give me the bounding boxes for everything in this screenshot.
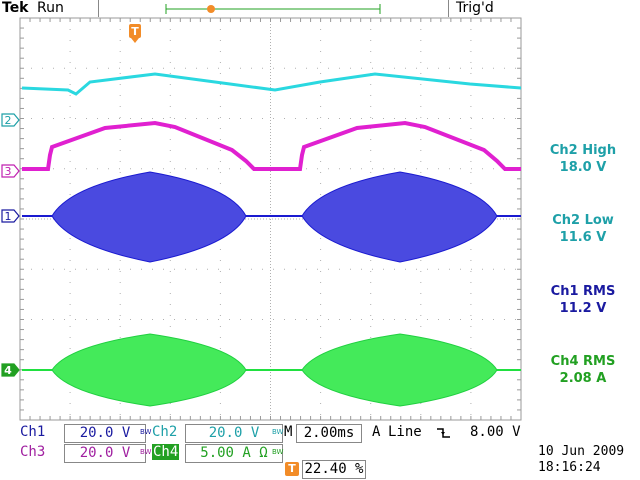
measurement-value: 18.0 V: [559, 160, 607, 175]
svg-text:T: T: [131, 25, 139, 38]
svg-text:4: 4: [4, 364, 12, 377]
status-area: Ch1 20.0 V BW Ch2 20.0 V BW M 2.00ms A L…: [0, 422, 640, 480]
time: 18:16:24: [538, 460, 601, 475]
trigger-source[interactable]: Line: [388, 424, 422, 440]
trigger-position-value[interactable]: 22.40 %: [302, 460, 366, 479]
ch1-label[interactable]: Ch1: [20, 424, 46, 440]
ch4-waveform: [22, 333, 521, 407]
ch2-marker[interactable]: 2: [1, 113, 20, 127]
timebase-label: M: [284, 424, 293, 440]
header-separator: [98, 0, 99, 17]
measurement-label: Ch1 RMS: [550, 284, 616, 299]
ch3-scale[interactable]: 20.0 V: [64, 444, 146, 463]
ch4-marker[interactable]: 4: [1, 363, 20, 377]
trigger-ch-label: A: [372, 424, 381, 440]
ch3-marker[interactable]: 3: [1, 164, 20, 178]
svg-text:1: 1: [5, 210, 12, 223]
ch2-label[interactable]: Ch2: [152, 424, 178, 440]
timebase-value[interactable]: 2.00ms: [296, 424, 362, 443]
ch2-scale[interactable]: 20.0 V: [185, 424, 283, 443]
measurement-value: 2.08 A: [559, 371, 607, 386]
measurement-label: Ch2 Low: [552, 213, 614, 228]
measurement-ch2-high: Ch2 High 18.0 V: [528, 142, 638, 176]
measurement-label: Ch4 RMS: [550, 354, 616, 369]
ch3-label[interactable]: Ch3: [20, 444, 46, 460]
ch3-bandwidth-limit-icon: BW: [140, 448, 152, 456]
svg-text:2: 2: [5, 114, 12, 127]
measurement-ch1-rms: Ch1 RMS 11.2 V: [528, 283, 638, 317]
svg-text:3: 3: [5, 165, 12, 178]
header-bar: Tek Run Trig'd: [0, 0, 640, 18]
ch4-bandwidth-limit-icon: BW: [272, 448, 284, 456]
measurement-ch4-rms: Ch4 RMS 2.08 A: [528, 353, 638, 387]
measurement-value: 11.6 V: [559, 230, 607, 245]
trigger-position-marker: T: [129, 24, 141, 43]
acquisition-status: Run: [37, 0, 64, 16]
ch3-waveform: [22, 120, 521, 171]
measurement-label: Ch2 High: [549, 143, 617, 158]
ch1-marker[interactable]: 1: [1, 209, 20, 223]
ch2-bandwidth-limit-icon: BW: [272, 428, 284, 436]
waveform-display[interactable]: T 2 3 1 4: [0, 0, 640, 422]
brand-logo: Tek: [2, 0, 29, 16]
record-view-bracket: [165, 4, 381, 14]
ch4-scale[interactable]: 5.00 A Ω: [185, 444, 283, 463]
trigger-status: Trig'd: [456, 0, 494, 16]
ch2-waveform: [21, 72, 522, 96]
falling-edge-icon: [436, 425, 452, 444]
trigger-position-icon: T: [285, 462, 299, 476]
ch1-scale[interactable]: 20.0 V: [64, 424, 146, 443]
ch4-label[interactable]: Ch4: [152, 444, 180, 460]
measurement-ch2-low: Ch2 Low 11.6 V: [528, 212, 638, 246]
ch1-waveform: [22, 171, 521, 263]
header-separator: [448, 0, 449, 17]
ch1-bandwidth-limit-icon: BW: [140, 428, 152, 436]
date: 10 Jun 2009: [538, 444, 625, 459]
measurement-value: 11.2 V: [559, 301, 607, 316]
trigger-level[interactable]: 8.00 V: [470, 424, 521, 440]
